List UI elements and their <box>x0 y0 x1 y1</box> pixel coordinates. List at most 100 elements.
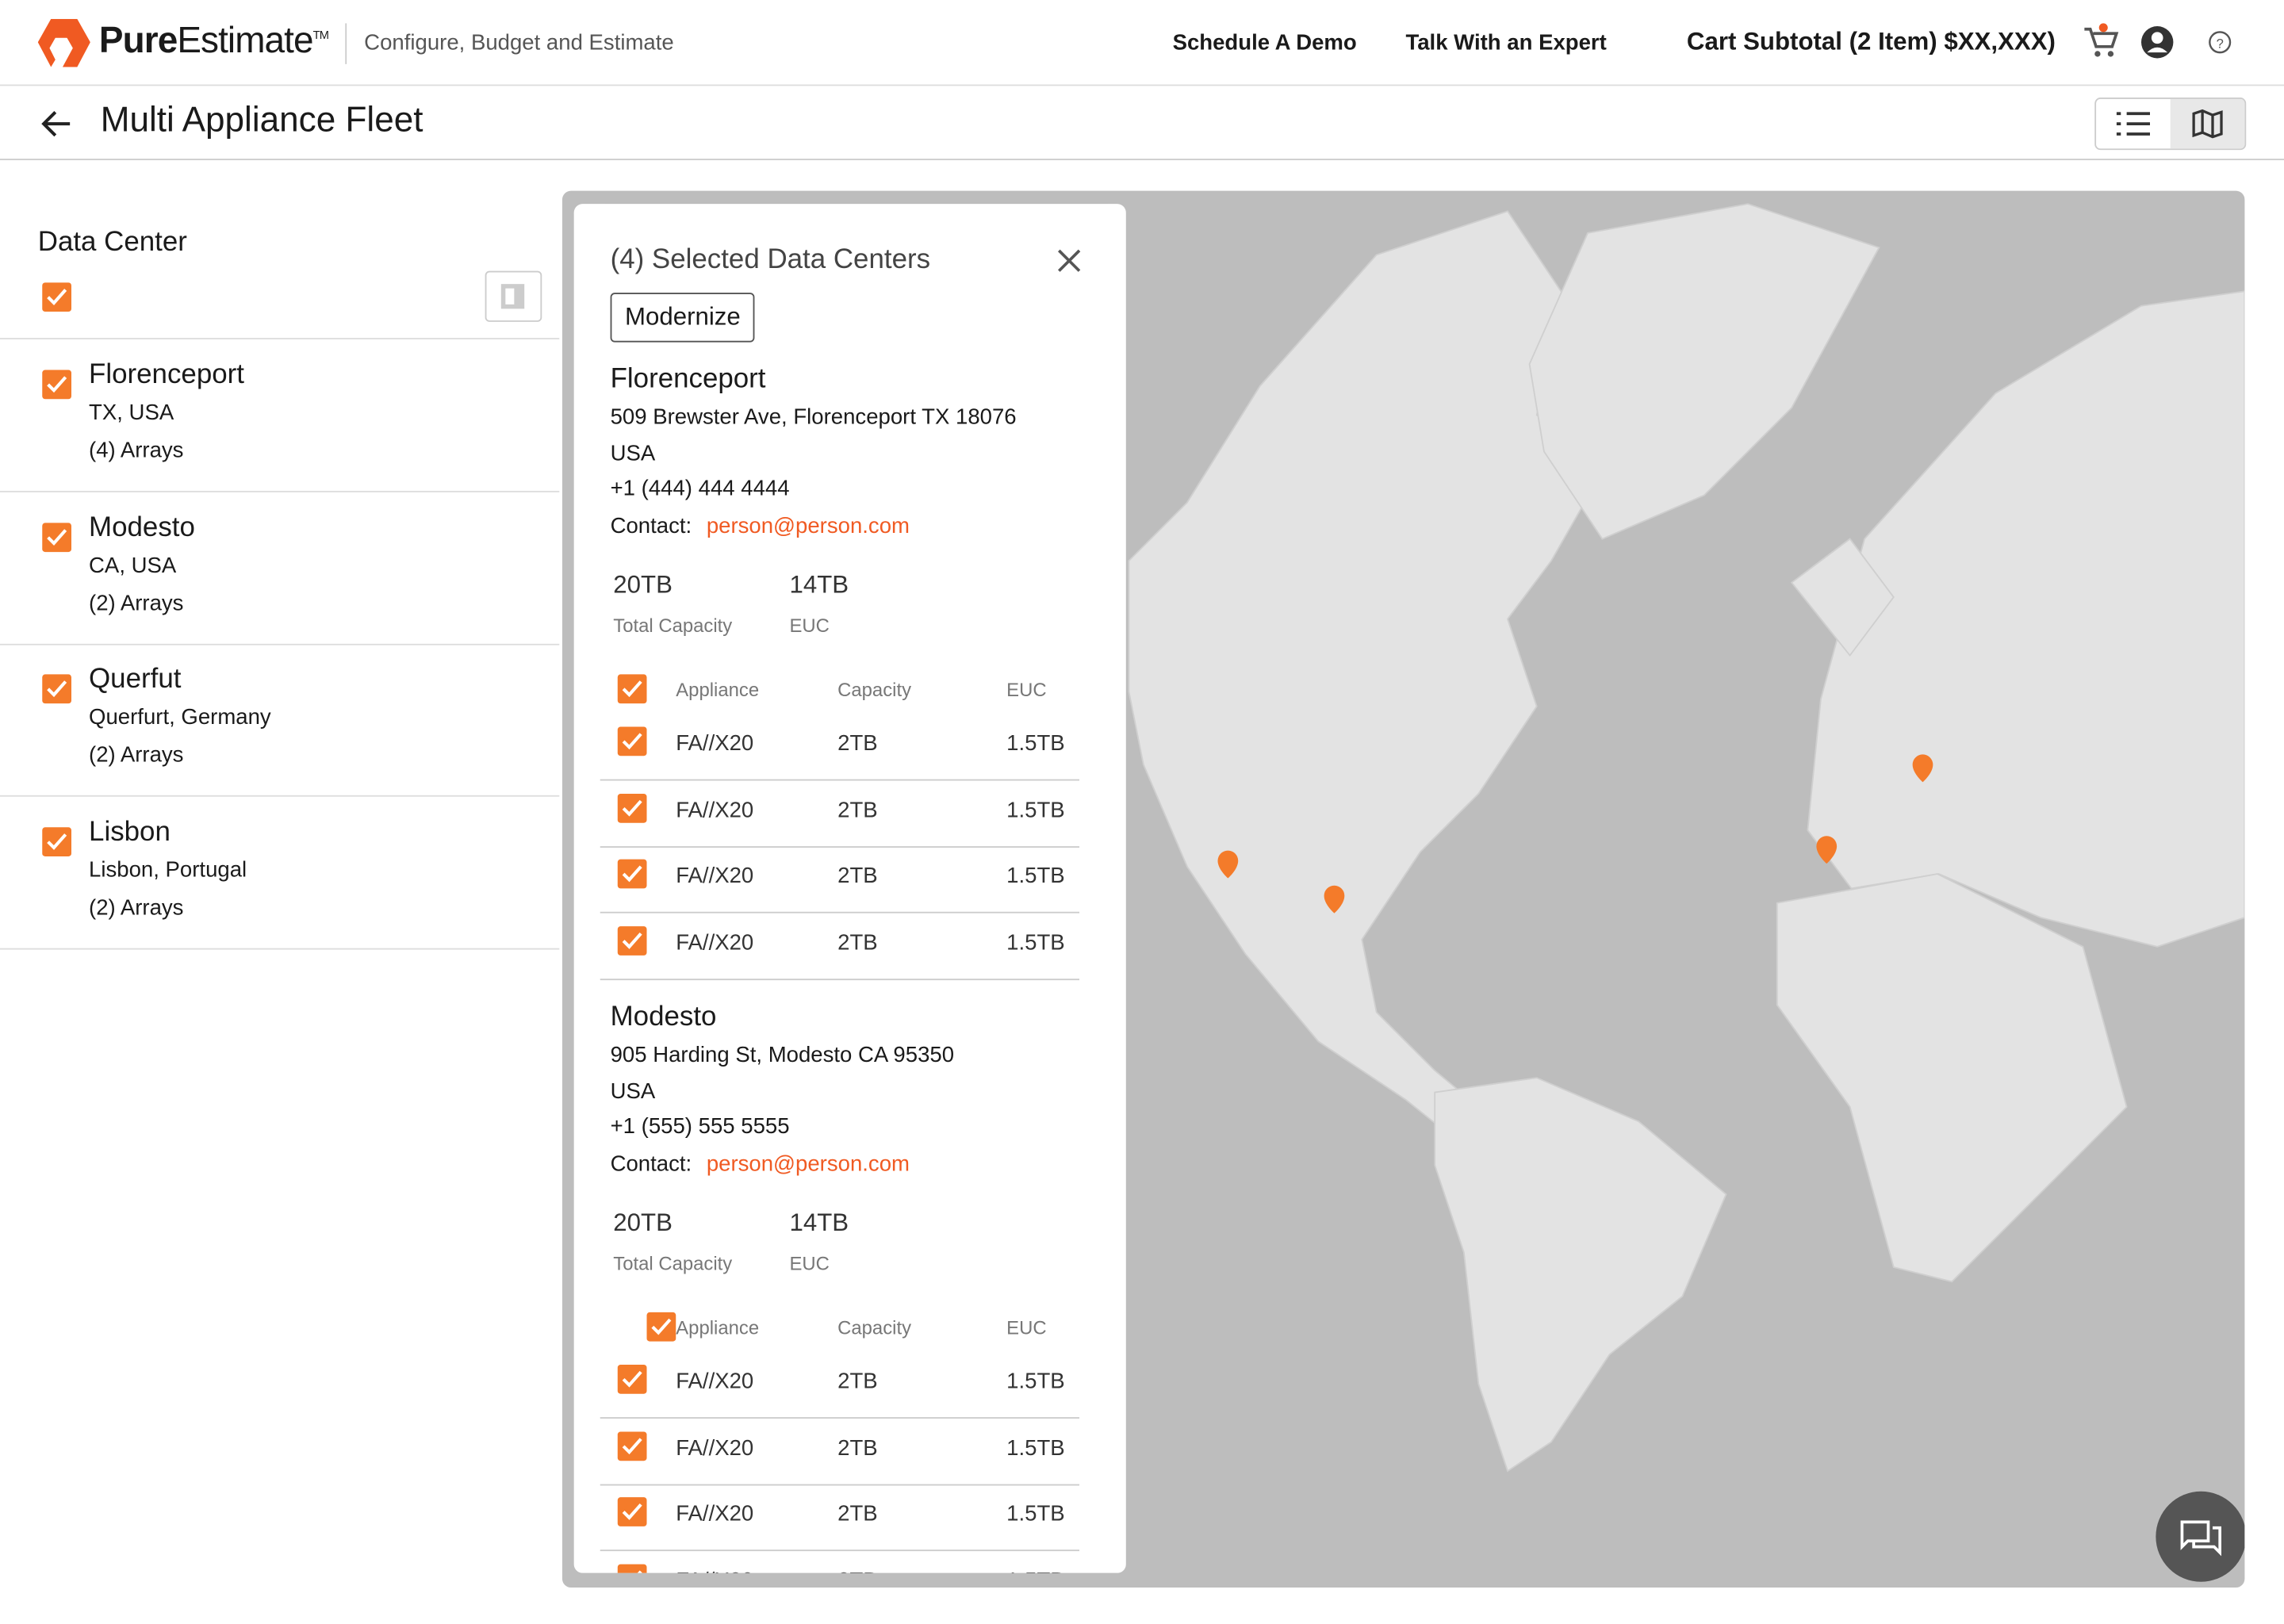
cell: FA//X20 <box>676 930 754 956</box>
cell: 2TB <box>837 1435 878 1461</box>
cell: FA//X20 <box>676 731 754 756</box>
cell: 1.5TB <box>1006 797 1065 823</box>
checkbox[interactable] <box>617 793 647 823</box>
checkbox[interactable] <box>646 1312 676 1342</box>
cell: 2TB <box>837 1502 878 1527</box>
brand-rest: Estimate <box>177 20 313 62</box>
item-arrays: (2) Arrays <box>89 590 184 616</box>
brand-bold: Pure <box>98 20 178 62</box>
cell: 2TB <box>837 1568 878 1572</box>
appliance-row: FA//X20 2TB 1.5TB <box>600 847 1080 914</box>
column-header: Capacity <box>837 678 912 701</box>
checkbox[interactable] <box>617 1431 647 1461</box>
details-panel: (4) Selected Data Centers Modernize Flor… <box>573 204 1126 1573</box>
item-name: Modesto <box>89 511 195 543</box>
cell: 1.5TB <box>1006 864 1065 890</box>
logo <box>37 18 90 67</box>
contact-email[interactable]: person@person.com <box>706 1151 910 1178</box>
trademark: TM <box>312 29 329 42</box>
panel-title: (4) Selected Data Centers <box>610 244 931 276</box>
item-name: Querfut <box>89 664 182 695</box>
view-toggle[interactable] <box>2094 98 2247 151</box>
toolbar: Multi Appliance Fleet <box>0 86 2284 161</box>
checkbox[interactable] <box>42 282 71 312</box>
center-country: USA <box>610 441 656 466</box>
cell: 1.5TB <box>1006 731 1065 756</box>
appliance-row: FA//X20 2TB 1.5TB <box>600 1351 1080 1419</box>
cell: FA//X20 <box>676 1369 754 1394</box>
cell: FA//X20 <box>676 1568 753 1572</box>
checkbox[interactable] <box>617 726 647 756</box>
item-location: TX, USA <box>89 400 174 426</box>
center-phone: +1 (555) 555 5555 <box>610 1114 790 1139</box>
back-button[interactable] <box>40 109 72 139</box>
column-header: EUC <box>1006 1316 1047 1339</box>
center-name: Modesto <box>610 1002 717 1033</box>
center-name: Florenceport <box>610 364 766 395</box>
close-button[interactable] <box>1057 249 1081 272</box>
cell: 1.5TB <box>1006 1435 1065 1461</box>
data-center-item[interactable]: Modesto CA, USA (2) Arrays <box>0 492 560 645</box>
data-center-item[interactable]: Florenceport TX, USA (4) Arrays <box>0 339 560 492</box>
checkbox[interactable] <box>42 370 71 400</box>
stat-label: Total Capacity <box>613 1252 733 1275</box>
checkbox[interactable] <box>617 1365 647 1394</box>
stat-value: 20TB <box>613 570 673 599</box>
page-title: Multi Appliance Fleet <box>100 100 423 140</box>
item-location: Lisbon, Portugal <box>89 856 247 883</box>
nav-link[interactable]: Schedule A Demo <box>1172 30 1357 56</box>
item-name: Florenceport <box>89 359 244 391</box>
stat-label: Total Capacity <box>613 615 733 637</box>
cell: 2TB <box>837 864 878 890</box>
checkbox[interactable] <box>42 826 71 856</box>
center-country: USA <box>610 1079 656 1105</box>
sidebar: Data Center Florenceport TX, USA (4) Array… <box>0 160 560 1624</box>
data-center-item[interactable]: Querfut Querfurt, Germany (2) Arrays <box>0 644 560 797</box>
center-phone: +1 (444) 444 4444 <box>610 476 790 501</box>
nav-link[interactable]: Talk With an Expert <box>1405 30 1607 56</box>
appliance-row: FA//X20 2TB 1.5TB <box>600 914 1080 981</box>
sidebar-title: Data Center <box>37 227 187 259</box>
brand: PureEstimateTM <box>98 20 329 63</box>
contact-label: Contact: <box>610 514 692 539</box>
checkbox[interactable] <box>617 674 647 704</box>
chat-button[interactable] <box>2156 1491 2245 1582</box>
column-header: Appliance <box>676 1316 760 1339</box>
contact-email[interactable]: person@person.com <box>706 514 910 539</box>
item-arrays: (2) Arrays <box>89 742 184 768</box>
cell: FA//X20 <box>676 864 754 890</box>
pins[interactable] <box>1217 754 1933 914</box>
column-header: EUC <box>1006 678 1047 701</box>
data-center-item[interactable]: Lisbon Lisbon, Portugal (2) Arrays <box>0 796 560 949</box>
stat-value: 20TB <box>613 1208 673 1237</box>
checkbox[interactable] <box>617 1497 647 1527</box>
stat-label: EUC <box>789 1252 830 1275</box>
center-address: 905 Harding St, Modesto CA 95350 <box>610 1043 955 1068</box>
checkbox[interactable] <box>42 522 71 552</box>
appliance-row: FA//X20 2TB 1.5TB <box>600 1484 1080 1552</box>
modernize-button[interactable]: Modernize <box>610 293 756 343</box>
item-location: Querfurt, Germany <box>89 704 271 730</box>
checkbox[interactable] <box>42 674 71 704</box>
item-arrays: (2) Arrays <box>89 894 184 920</box>
column-header: Appliance <box>676 678 760 701</box>
cell: FA//X20 <box>676 1502 754 1527</box>
stat-value: 14TB <box>789 570 849 599</box>
item-arrays: (4) Arrays <box>89 438 184 464</box>
checkbox[interactable] <box>617 860 647 890</box>
collapse-button[interactable] <box>485 270 542 322</box>
column-header: Capacity <box>837 1316 912 1339</box>
cell: FA//X20 <box>676 797 754 823</box>
item-location: CA, USA <box>89 553 177 578</box>
center-address: 509 Brewster Ave, Florenceport TX 18076 <box>610 404 1017 430</box>
map-land <box>1128 203 2245 1473</box>
cell: 2TB <box>837 930 878 956</box>
header-icons[interactable]: ? <box>2080 22 2240 66</box>
stat-value: 14TB <box>789 1208 849 1237</box>
map-pins <box>1217 754 2245 1582</box>
checkbox[interactable] <box>617 926 647 956</box>
appliance-row: FA//X20 2TB 1.5TB <box>600 714 1080 781</box>
cart-subtotal[interactable]: Cart Subtotal (2 Item) $XX,XXX) <box>1686 27 2056 56</box>
checkbox[interactable] <box>617 1564 647 1573</box>
